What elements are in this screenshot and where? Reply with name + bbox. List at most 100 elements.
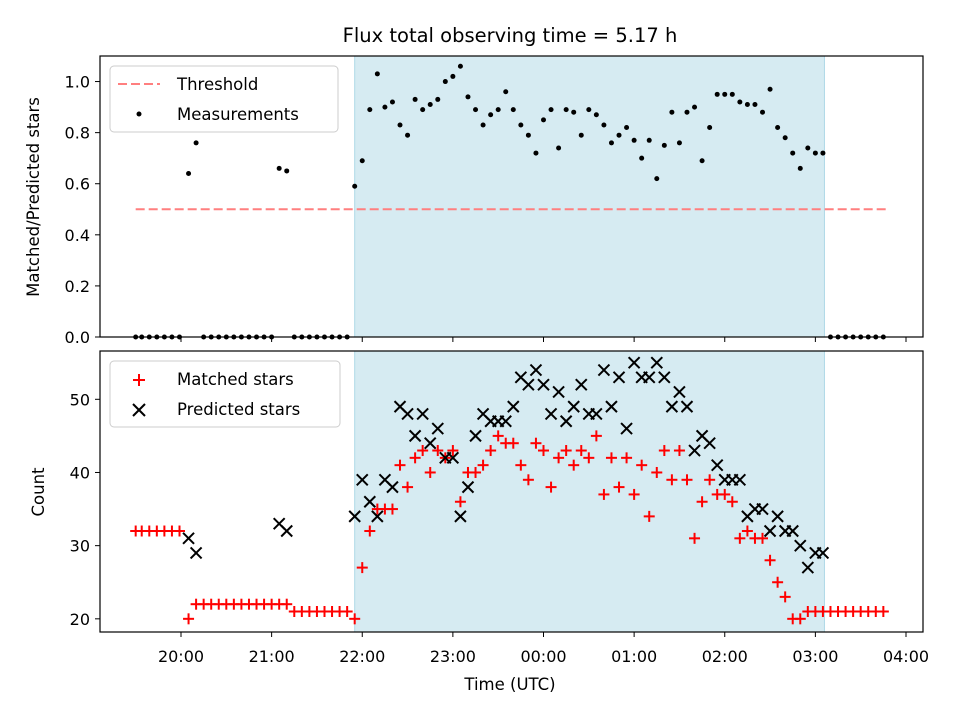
predicted-star-point [597,363,611,377]
predicted-star-point [590,407,603,421]
measurement-point [676,140,682,146]
predicted-star-stroke [401,407,414,421]
predicted-star-stroke [393,400,407,413]
matched-star-point [492,430,504,442]
bottom-y-tick-label: 40 [70,463,90,482]
predicted-star-point [710,458,724,472]
top-y-tick-label: 0.2 [65,277,90,296]
matched-star-point [454,496,466,508]
predicted-star-stroke [529,363,543,377]
bottom-x-ticks: 20:00 21:00 22:00 23:00 00:00 01:00 02:00 03:00… [158,632,929,666]
legend-matched-swatch [133,374,145,386]
predicted-star-stroke [643,371,656,384]
measurement-point [473,107,479,113]
predicted-star-point [786,524,799,538]
top-plot-frame [99,55,924,338]
matched-star-point [764,554,776,566]
bottom-y-ticks: 20 30 40 50 [70,390,100,629]
predicted-star-point [658,371,671,384]
predicted-points-layer [182,356,830,574]
measurement-point [374,71,380,77]
measurement-point [790,150,796,156]
matched-star-point [394,459,406,471]
matched-star-point [636,459,648,471]
matched-star-point [477,459,489,471]
measurement-point [276,165,282,171]
bottom-shade-region [354,350,825,633]
measurement-point [442,79,448,85]
top-shade-region [354,55,825,338]
measurement-point [722,91,728,97]
measurement-point [457,63,463,69]
measurement-point [412,96,418,102]
matched-star-point [794,613,806,625]
matched-star-point [628,488,640,500]
measurement-point [593,112,599,118]
matched-star-point [605,452,617,464]
legend-predicted-label: Predicted stars [177,400,300,419]
measurement-point [775,125,781,131]
legend-measurements-swatch [136,111,142,117]
matched-star-point [364,525,376,537]
matched-star-point [689,532,701,544]
predicted-star-point [567,400,580,413]
predicted-star-stroke [612,371,626,384]
bottom-legend: Matched stars Predicted stars [109,360,341,428]
matched-star-point [719,488,731,500]
predicted-star-stroke [801,561,815,574]
predicted-star-point [522,378,535,391]
matched-star-point [779,591,791,603]
top-x-ticks [180,337,907,342]
measurement-point [548,107,554,113]
measurement-point [427,102,433,108]
predicted-star-point [643,371,656,384]
measurement-point [654,176,660,182]
measurement-point [367,107,373,113]
bottom-y-axis-label: Count [29,467,48,517]
measurement-point [525,132,531,138]
matched-star-point [575,445,587,457]
predicted-star-stroke [597,363,611,377]
predicted-star-stroke [605,400,618,413]
predicted-star-point [673,385,686,399]
predicted-star-point [605,400,618,413]
predicted-star-stroke [710,458,724,472]
predicted-star-point [431,422,444,435]
predicted-star-point [529,363,543,377]
measurement-point [737,99,743,105]
predicted-star-stroke [363,495,377,508]
matched-star-point [530,437,542,449]
measurement-point [707,125,713,131]
predicted-star-stroke [695,429,709,443]
predicted-star-point [386,480,399,494]
matched-star-point [568,459,580,471]
x-tick-label: 03:00 [792,647,838,666]
matched-star-point [613,481,625,493]
predicted-star-stroke [514,371,528,384]
top-y-tick-label: 0.8 [65,124,90,143]
measurement-point [812,150,818,156]
predicted-star-point [507,400,520,413]
predicted-star-stroke [280,524,293,538]
matched-star-point [470,466,482,478]
matched-star-point [583,452,595,464]
measurement-point [465,94,471,100]
matched-star-point [877,606,889,618]
measurement-point [744,102,750,108]
top-y-tick-label: 0.0 [65,328,90,347]
matched-star-point [432,445,444,457]
x-tick-label: 02:00 [702,647,748,666]
predicted-star-stroke [544,407,558,421]
predicted-star-point [665,400,679,413]
measurement-point [420,107,426,113]
x-tick-label: 21:00 [249,647,295,666]
predicted-star-point [454,510,467,523]
predicted-star-point [801,561,815,574]
predicted-star-point [612,371,626,384]
x-tick-label: 04:00 [883,647,929,666]
measurement-point [624,125,630,131]
top-panel: 0.0 0.2 0.4 0.6 0.8 1.0 Matched/Predicted sta… [24,55,924,347]
predicted-star-stroke [416,407,429,421]
matched-star-point [173,525,185,537]
